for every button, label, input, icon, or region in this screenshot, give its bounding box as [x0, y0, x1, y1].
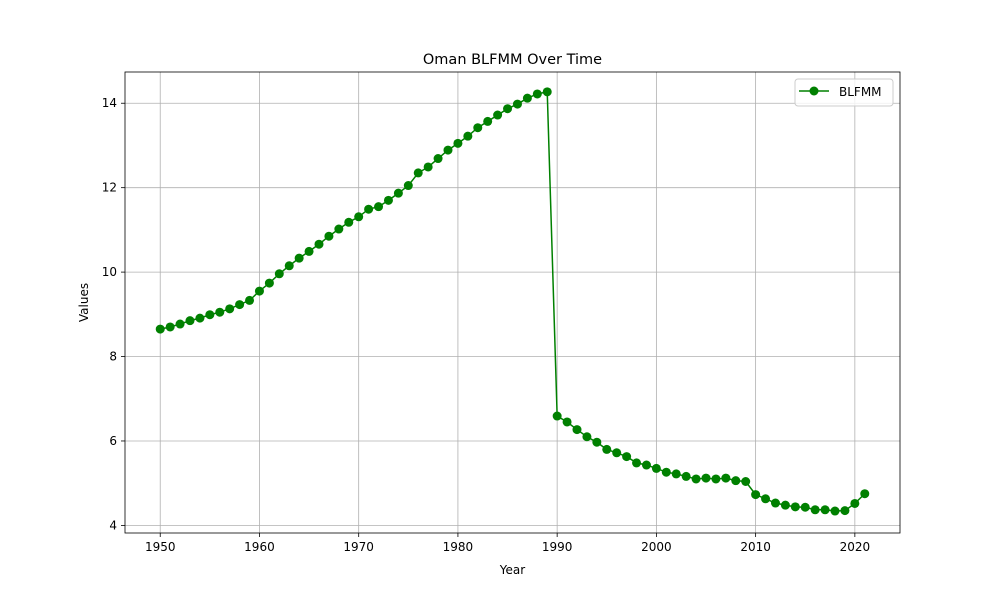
plot-frame: [124, 71, 901, 534]
data-point: [225, 304, 235, 314]
data-point: [304, 246, 314, 256]
data-point: [860, 489, 870, 499]
data-point: [751, 490, 761, 500]
data-point: [522, 93, 532, 103]
data-point: [592, 437, 602, 447]
x-axis-label: Year: [499, 563, 525, 577]
data-point: [622, 452, 632, 462]
x-tick-label: 1990: [542, 540, 573, 554]
data-point: [731, 476, 741, 486]
data-point: [562, 417, 572, 427]
data-point: [691, 474, 701, 484]
data-point: [651, 463, 661, 473]
data-point: [671, 469, 681, 479]
data-point: [552, 411, 562, 421]
series-line: [160, 90, 866, 512]
data-point: [761, 494, 771, 504]
data-point: [354, 212, 364, 222]
data-point: [800, 502, 810, 512]
data-point: [393, 188, 403, 198]
y-tick-label: 8: [109, 350, 117, 364]
x-tick-label: 1980: [443, 540, 474, 554]
grid-lines: [125, 72, 900, 533]
legend-label: BLFMM: [839, 85, 882, 99]
data-point: [830, 506, 840, 516]
data-point: [840, 506, 850, 516]
x-tick-label: 1960: [244, 540, 275, 554]
data-point: [641, 460, 651, 470]
y-axis-label: Values: [77, 283, 91, 322]
data-point: [195, 313, 205, 323]
legend-marker-swatch: [809, 86, 819, 96]
data-point: [741, 476, 751, 486]
legend-box: [794, 78, 894, 107]
y-tick-label: 6: [109, 434, 117, 448]
data-point: [790, 502, 800, 512]
data-point: [681, 471, 691, 481]
data-point: [780, 500, 790, 510]
axes: 1950 1960 1970 1980 1990 2000 2010 2020 4 6 8 10 12 1…: [102, 96, 870, 554]
data-point: [701, 473, 711, 483]
data-point: [334, 224, 344, 234]
data-point: [602, 444, 612, 454]
data-point: [264, 278, 274, 288]
plot-area: [155, 87, 870, 516]
data-point: [433, 154, 443, 164]
data-point: [284, 261, 294, 271]
data-point: [810, 505, 820, 515]
data-point: [245, 295, 255, 305]
data-point: [493, 110, 503, 120]
data-point: [274, 269, 284, 279]
data-point: [443, 145, 453, 155]
x-tick-label: 2020: [840, 540, 871, 554]
data-point: [235, 300, 245, 310]
data-point: [155, 324, 165, 334]
data-point: [711, 474, 721, 484]
data-point: [215, 307, 225, 317]
data-point: [503, 104, 513, 114]
data-point: [413, 168, 423, 178]
x-tick-label: 1970: [343, 540, 374, 554]
x-tick-label: 2010: [740, 540, 771, 554]
data-point: [165, 322, 175, 332]
data-point: [205, 310, 215, 320]
data-point: [572, 425, 582, 435]
y-tick-label: 10: [102, 265, 117, 279]
data-point: [374, 202, 384, 212]
data-point: [512, 99, 522, 109]
data-point: [423, 162, 433, 172]
y-tick-label: 4: [109, 518, 117, 532]
data-point: [532, 89, 542, 99]
data-point: [850, 498, 860, 508]
chart-title: Oman BLFMM Over Time: [423, 52, 602, 68]
data-point: [632, 458, 642, 468]
data-point: [473, 123, 483, 133]
data-point: [582, 432, 592, 442]
data-point: [453, 138, 463, 148]
data-point: [344, 217, 354, 227]
data-point: [314, 239, 324, 249]
data-point: [185, 316, 195, 326]
y-tick-label: 12: [102, 181, 117, 195]
data-point: [770, 498, 780, 508]
data-point: [542, 87, 552, 97]
data-point: [254, 286, 264, 296]
data-point: [175, 319, 185, 329]
y-tick-label: 14: [102, 96, 117, 110]
data-point: [483, 116, 493, 126]
legend: BLFMM: [794, 78, 894, 107]
x-tick-label: 1950: [145, 540, 176, 554]
data-point: [721, 473, 731, 483]
data-point: [403, 181, 413, 191]
data-point: [661, 467, 671, 477]
data-point: [820, 505, 830, 515]
x-tick-label: 2000: [641, 540, 672, 554]
data-point: [324, 231, 334, 241]
data-point: [383, 195, 393, 205]
data-point: [463, 131, 473, 141]
data-point: [612, 448, 622, 458]
data-point: [364, 204, 374, 214]
data-point: [294, 253, 304, 263]
